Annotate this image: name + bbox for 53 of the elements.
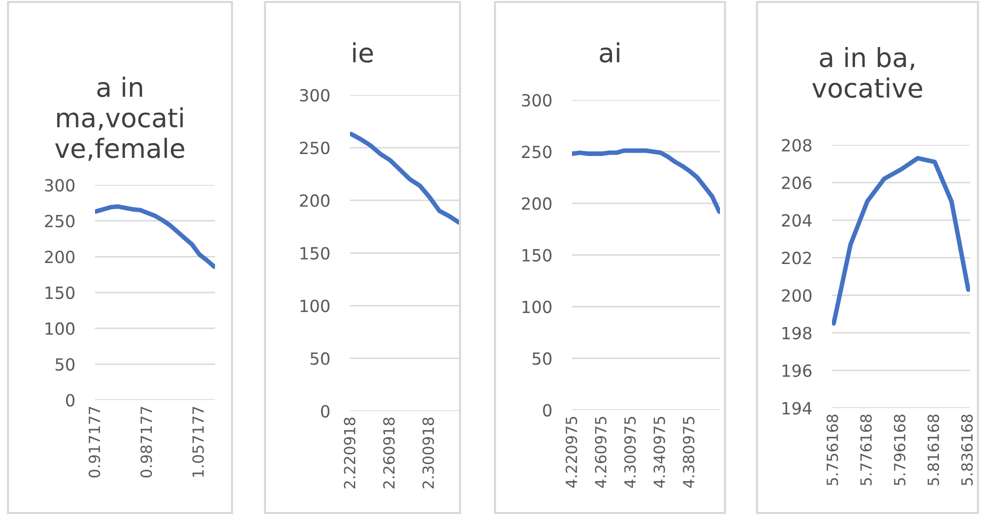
y-tick-label: 0 xyxy=(321,404,330,418)
y-tick-label: 0 xyxy=(66,394,74,407)
x-tick-label: 5.816168 xyxy=(928,414,940,486)
y-tick-label: 250 xyxy=(522,146,552,158)
x-tick-label: 4.220975 xyxy=(566,416,578,488)
y-tick-label: 200 xyxy=(782,289,812,302)
y-tick-label: 100 xyxy=(300,300,330,312)
line-series xyxy=(95,204,215,269)
y-tick-label: 206 xyxy=(782,176,812,190)
y-tick-label: 208 xyxy=(782,138,812,152)
y-tick-label: 194 xyxy=(782,402,812,415)
chart-title: a in ba, vocative xyxy=(812,46,922,98)
x-tick-label: 2.220918 xyxy=(344,418,356,488)
x-tick-label: 2.260918 xyxy=(383,418,395,488)
y-tick-label: 300 xyxy=(45,178,74,192)
x-tick-label: 4.300975 xyxy=(624,416,636,488)
y-tick-label: 198 xyxy=(782,326,812,340)
chart-title: ie xyxy=(353,42,373,63)
x-tick-label: 4.340975 xyxy=(654,416,666,488)
y-tick-label: 200 xyxy=(522,197,552,210)
y-tick-label: 204 xyxy=(782,214,812,227)
y-tick-label: 250 xyxy=(300,142,330,154)
x-tick-label: 5.796168 xyxy=(894,414,906,486)
x-tick-label: 4.260975 xyxy=(594,416,606,488)
x-tick-label: 5.836168 xyxy=(961,414,973,486)
y-tick-label: 300 xyxy=(522,94,552,107)
y-tick-label: 50 xyxy=(532,352,552,365)
x-tick-label: 2.300918 xyxy=(422,418,434,488)
x-tick-label: 5.756168 xyxy=(826,414,838,486)
x-tick-label: 5.776168 xyxy=(860,414,872,486)
x-tick-label: 0.917177 xyxy=(88,406,100,478)
line-series xyxy=(350,132,460,225)
chart-title: ai xyxy=(600,42,620,63)
y-tick-label: 300 xyxy=(300,88,330,102)
x-tick-label: 4.380975 xyxy=(682,416,694,488)
y-tick-label: 250 xyxy=(44,214,74,228)
y-tick-label: 150 xyxy=(522,248,552,262)
line-series xyxy=(572,148,720,214)
y-tick-label: 150 xyxy=(46,286,74,300)
y-tick-label: 100 xyxy=(522,300,552,314)
y-tick-label: 100 xyxy=(46,322,74,335)
line-series xyxy=(832,156,970,326)
chart-title: a in ma,vocati ve,female xyxy=(55,76,184,161)
y-tick-label: 50 xyxy=(56,358,74,371)
x-tick-label: 1.057177 xyxy=(192,406,204,477)
x-tick-label: 0.987177 xyxy=(140,406,152,478)
y-tick-label: 200 xyxy=(300,194,330,207)
y-tick-label: 202 xyxy=(782,252,811,264)
y-tick-label: 150 xyxy=(300,246,330,260)
y-tick-label: 50 xyxy=(310,352,330,365)
y-tick-label: 200 xyxy=(44,250,74,264)
y-tick-label: 196 xyxy=(782,364,812,377)
y-tick-label: 0 xyxy=(543,404,552,417)
